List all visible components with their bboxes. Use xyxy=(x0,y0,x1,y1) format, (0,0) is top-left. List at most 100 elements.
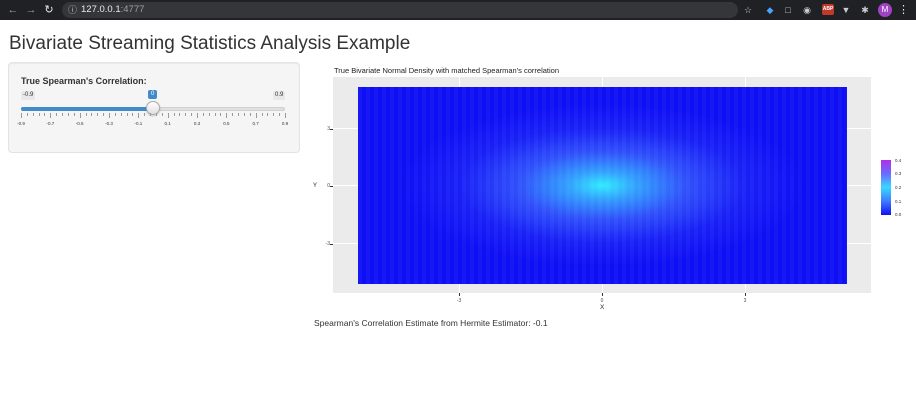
color-legend-bar xyxy=(881,160,891,215)
y-tick-mark xyxy=(330,186,333,187)
slider-tick-mark xyxy=(85,113,87,116)
slider-tick-mark xyxy=(67,113,69,116)
adblock-icon[interactable]: ABP xyxy=(822,4,834,15)
slider-tick-mark xyxy=(173,113,175,116)
slider-tick-mark xyxy=(197,113,198,118)
plot-title: True Bivariate Normal Density with match… xyxy=(334,66,559,75)
browser-menu-icon[interactable]: ⋮ xyxy=(898,4,909,16)
slider-tick-mark xyxy=(79,113,81,118)
back-icon[interactable]: ← xyxy=(7,4,19,16)
legend-tick-label: 0.1 xyxy=(895,199,902,204)
slider-tick-mark xyxy=(267,113,269,116)
y-tick-mark xyxy=(330,244,333,245)
slider-tick-mark xyxy=(273,113,275,116)
slider-tick-mark xyxy=(220,113,222,116)
slider-tick-label: -0.5 xyxy=(75,121,84,126)
extension-shield-icon[interactable]: ▼ xyxy=(841,5,851,15)
url-text: 127.0.0.1:4777 xyxy=(81,2,144,18)
x-tick-label: 3 xyxy=(743,298,747,304)
slider-tick-mark xyxy=(56,113,58,116)
slider-tick-label: 0.9 xyxy=(281,121,289,126)
slider-tick-mark xyxy=(73,113,75,116)
slider-handle[interactable] xyxy=(146,101,160,115)
slider-tick-label: 0.1 xyxy=(164,121,171,126)
slider-tick-mark xyxy=(32,113,34,116)
y-tick-label: 0 xyxy=(327,183,330,189)
slider-tick-mark xyxy=(185,113,187,116)
slider-value-label: 0 xyxy=(148,90,158,99)
heatmap-cells xyxy=(358,87,847,284)
slider-tick-mark xyxy=(114,113,116,116)
x-tick-mark xyxy=(459,293,460,296)
slider-tick-mark xyxy=(243,113,245,116)
slider-tick-mark xyxy=(150,113,152,116)
url-host: 127.0.0.1 xyxy=(81,4,121,15)
url-port: :4777 xyxy=(120,4,145,15)
slider-tick-mark xyxy=(26,113,28,116)
y-tick-label: -3 xyxy=(325,241,330,247)
reload-icon[interactable]: ↻ xyxy=(44,4,54,16)
extension-drop-icon[interactable]: ◆ xyxy=(766,5,774,15)
slider-tick-mark xyxy=(214,113,216,116)
slider-tick-mark xyxy=(132,113,134,116)
slider-tick-mark xyxy=(208,113,210,116)
slider-max-label: 0.9 xyxy=(273,91,286,100)
slider-tick-mark xyxy=(255,113,257,118)
density-heatmap xyxy=(358,87,847,284)
pocket-icon[interactable]: □ xyxy=(785,5,791,15)
slider-tick-mark xyxy=(138,113,140,118)
slider-tick-mark xyxy=(285,113,286,118)
slider-tick-label: -0.3 xyxy=(105,121,113,126)
slider-tick-label: 0.5 xyxy=(223,121,230,126)
y-tick-mark xyxy=(330,129,333,130)
bookmark-star-icon[interactable]: ☆ xyxy=(743,5,753,15)
slider-fill xyxy=(21,107,153,111)
slider-tick-mark xyxy=(126,113,128,116)
slider-tick-mark xyxy=(226,113,228,118)
slider-tick-mark xyxy=(21,113,22,118)
x-tick-mark xyxy=(745,293,746,296)
slider-tick-mark xyxy=(103,113,105,116)
x-tick-label: -3 xyxy=(456,298,462,304)
slider-tick-mark xyxy=(38,113,40,116)
legend-tick-label: 0.3 xyxy=(895,171,902,176)
slider-tick-label: -0.7 xyxy=(46,121,55,126)
slider-tick-mark xyxy=(191,113,193,116)
slider-tick-mark xyxy=(232,113,234,116)
slider-tick-mark xyxy=(279,113,281,116)
slider-tick-mark xyxy=(179,113,181,116)
slider-ticks xyxy=(21,113,286,121)
slider-tick-mark xyxy=(97,113,99,116)
slider-tick-label: -0.9 xyxy=(17,121,25,126)
extension-circle-icon[interactable]: ◉ xyxy=(803,5,811,15)
extensions-puzzle-icon[interactable]: ✱ xyxy=(861,5,869,15)
y-tick-label: 3 xyxy=(327,126,330,132)
page-title: Bivariate Streaming Statistics Analysis … xyxy=(9,33,411,54)
slider-tick-mark xyxy=(161,113,163,116)
slider-tick-label: -0.1 xyxy=(134,121,143,126)
profile-avatar[interactable]: M xyxy=(878,3,892,17)
address-bar[interactable]: ⓘ 127.0.0.1:4777 xyxy=(62,2,738,18)
forward-icon[interactable]: → xyxy=(25,4,37,16)
legend-tick-label: 0.4 xyxy=(895,158,902,163)
slider-tick-mark xyxy=(62,113,64,116)
x-tick-mark xyxy=(602,293,603,296)
slider-tick-mark xyxy=(249,113,251,116)
y-axis-label: Y xyxy=(313,183,318,189)
estimate-text: Spearman's Correlation Estimate from Her… xyxy=(314,318,548,328)
legend-tick-label: 0.0 xyxy=(895,212,902,217)
slider-tick-label: 0.3 xyxy=(193,121,201,126)
slider-tick-mark xyxy=(91,113,93,116)
browser-toolbar: ← → ↻ ⓘ 127.0.0.1:4777 ☆ ◆ □ ◉ ABP ▼ ✱ M… xyxy=(0,0,916,20)
density-peak xyxy=(358,87,847,284)
input-panel: True Spearman's Correlation: -0.9 0.9 0 … xyxy=(8,62,300,153)
slider-tick-mark xyxy=(44,113,46,116)
slider-tick-label: 0.7 xyxy=(252,121,259,126)
legend-tick-label: 0.2 xyxy=(895,185,902,190)
slider-tick-mark xyxy=(50,113,52,118)
slider-tick-mark xyxy=(155,113,157,116)
slider-tick-mark xyxy=(261,113,263,116)
slider-tick-mark xyxy=(120,113,122,116)
slider-label: True Spearman's Correlation: xyxy=(21,76,147,86)
site-info-icon[interactable]: ⓘ xyxy=(68,5,78,15)
